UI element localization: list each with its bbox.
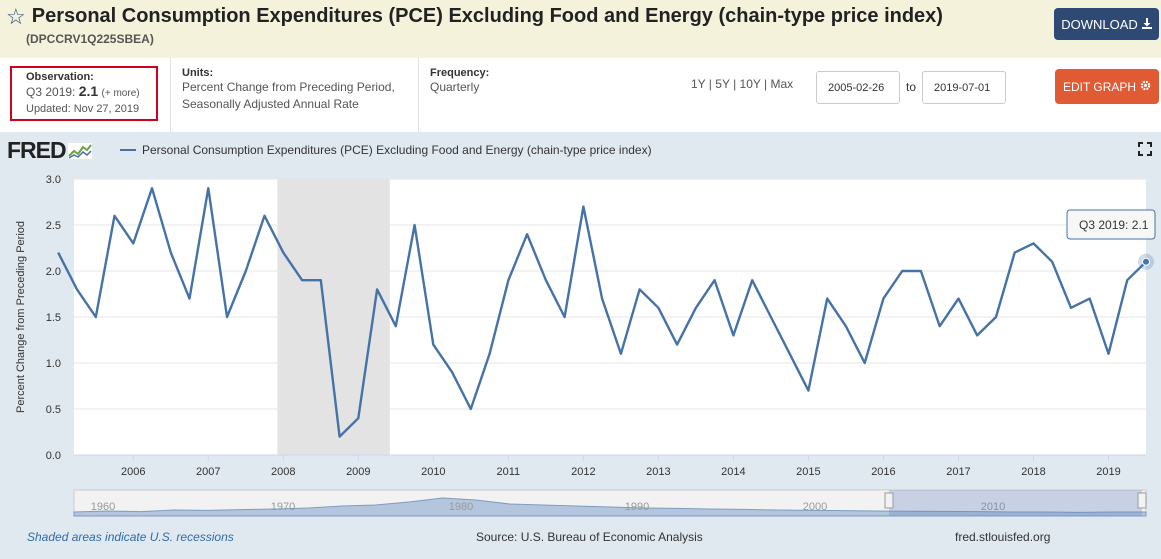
frequency-label: Frequency: — [430, 67, 490, 79]
navigator-label: 2010 — [981, 501, 1005, 513]
y-tick-label: 2.5 — [46, 220, 61, 232]
site-link[interactable]: fred.stlouisfed.org — [955, 530, 1051, 544]
y-tick-label: 2.0 — [46, 266, 61, 278]
observation-box: Observation: Q3 2019: 2.1 (+ more) Updat… — [10, 66, 158, 121]
x-tick-label: 2007 — [196, 466, 220, 478]
series-header: ☆ Personal Consumption Expenditures (PCE… — [0, 0, 1161, 58]
x-tick-label: 2006 — [121, 466, 145, 478]
navigator-selection — [889, 490, 1142, 516]
x-tick-label: 2009 — [346, 466, 370, 478]
legend-label: Personal Consumption Expenditures (PCE) … — [142, 143, 652, 157]
series-id: (DPCCRV1Q225SBEA) — [26, 32, 154, 46]
end-date-input[interactable] — [922, 71, 1006, 104]
gear-icon — [1140, 80, 1151, 94]
y-tick-label: 3.0 — [46, 174, 61, 186]
range-10y[interactable]: 10Y — [739, 77, 761, 91]
observation-updated: Updated: Nov 27, 2019 — [26, 103, 140, 115]
tooltip-label: Q3 2019: — [1079, 218, 1132, 232]
y-axis-title: Percent Change from Preceding Period — [15, 221, 27, 413]
observation-value: 2.1 — [78, 83, 99, 99]
navigator-label: 1970 — [271, 501, 295, 513]
x-tick-label: 2014 — [721, 466, 745, 478]
x-tick-label: 2019 — [1096, 466, 1120, 478]
x-tick-label: 2011 — [497, 466, 521, 478]
recession-note: Shaded areas indicate U.S. recessions — [27, 530, 234, 544]
observation-more-link[interactable]: (+ more) — [101, 88, 140, 99]
series-title: Personal Consumption Expenditures (PCE) … — [31, 5, 943, 27]
navigator-label: 2000 — [803, 501, 827, 513]
download-label: DOWNLOAD — [1061, 16, 1138, 32]
hover-point — [1142, 257, 1150, 266]
edit-graph-label: EDIT GRAPH — [1062, 79, 1137, 94]
x-tick-label: 2016 — [871, 466, 895, 478]
frequency-value: Quarterly — [430, 80, 480, 94]
star-icon[interactable]: ☆ — [6, 3, 26, 29]
y-tick-label: 0.0 — [46, 450, 61, 462]
series-meta: Observation: Q3 2019: 2.1 (+ more) Updat… — [0, 58, 1161, 132]
fullscreen-icon[interactable] — [1138, 142, 1152, 159]
x-tick-label: 2010 — [421, 466, 445, 478]
edit-graph-button[interactable]: EDIT GRAPH — [1055, 69, 1159, 104]
tooltip-value: 2.1 — [1132, 218, 1149, 232]
download-button[interactable]: DOWNLOAD — [1054, 8, 1159, 40]
y-tick-label: 1.5 — [46, 312, 61, 324]
range-5y[interactable]: 5Y — [715, 77, 730, 91]
x-tick-label: 2018 — [1021, 466, 1045, 478]
graph-area: 0.0 0.5 1.0 1.5 2.0 2.5 3.0 2006 2007 2008 2009 201… — [0, 132, 1161, 559]
navigator-label: 1960 — [91, 501, 115, 513]
fred-logo-graph-icon — [67, 142, 92, 159]
series-line — [57, 187, 1147, 438]
y-tick-label: 0.5 — [46, 404, 61, 416]
chart-legend: Personal Consumption Expenditures (PCE) … — [120, 143, 652, 157]
x-tick-label: 2008 — [271, 466, 295, 478]
units-line-2: Seasonally Adjusted Annual Rate — [182, 97, 359, 111]
navigator-handle[interactable] — [1137, 492, 1147, 509]
observation-label: Observation: — [26, 71, 94, 83]
navigator-series-area — [73, 497, 1147, 517]
navigator-label: 1980 — [449, 501, 473, 513]
x-tick-label: 2013 — [646, 466, 670, 478]
range-1y[interactable]: 1Y — [691, 77, 706, 91]
observation-line: Q3 2019: 2.1 (+ more) — [26, 83, 156, 102]
navigator-label: 1990 — [625, 501, 649, 513]
units-section: Units: Percent Change from Preceding Per… — [170, 58, 420, 132]
units-line-1: Percent Change from Preceding Period, — [182, 80, 395, 94]
tooltip-text: Q3 2019: 2.1 — [1079, 218, 1149, 232]
y-tick-label: 1.0 — [46, 358, 61, 370]
x-tick-label: 2015 — [796, 466, 820, 478]
frequency-section: Frequency: Quarterly — [418, 58, 513, 132]
start-date-input[interactable] — [816, 71, 900, 104]
range-max[interactable]: Max — [770, 77, 794, 91]
x-tick-label: 2012 — [571, 466, 595, 478]
download-icon — [1141, 17, 1152, 32]
legend-line-swatch — [120, 149, 136, 151]
units-label: Units: — [182, 67, 214, 79]
fred-logo: FRED — [7, 137, 92, 164]
tooltip-box — [1066, 209, 1156, 240]
range-selector: 1Y | 5Y | 10Y | Max — [691, 77, 794, 91]
to-label: to — [906, 80, 917, 94]
chart-svg[interactable]: 0.0 0.5 1.0 1.5 2.0 2.5 3.0 2006 2007 2008 2009 201… — [0, 132, 1161, 559]
observation-period: Q3 2019: — [26, 85, 76, 99]
navigator-handle[interactable] — [884, 492, 894, 509]
x-tick-label: 2017 — [946, 466, 970, 478]
source-note: Source: U.S. Bureau of Economic Analysis — [476, 530, 703, 544]
fred-logo-text: FRED — [7, 137, 67, 163]
